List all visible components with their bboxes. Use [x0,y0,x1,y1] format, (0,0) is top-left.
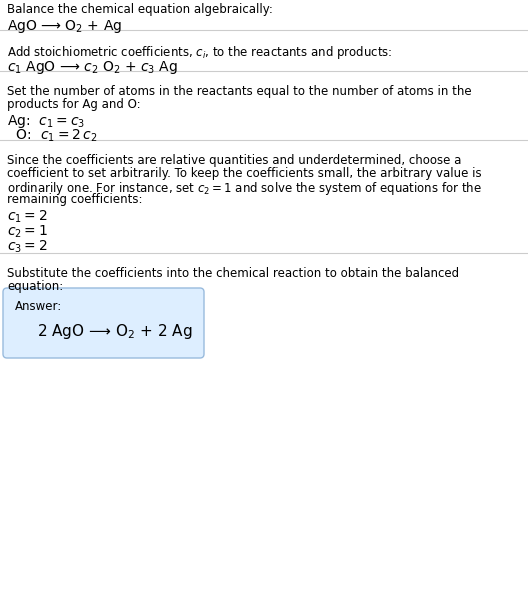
Text: Set the number of atoms in the reactants equal to the number of atoms in the: Set the number of atoms in the reactants… [7,85,472,98]
Text: $c_2 = 1$: $c_2 = 1$ [7,224,48,240]
Text: equation:: equation: [7,280,63,293]
Text: Add stoichiometric coefficients, $c_i$, to the reactants and products:: Add stoichiometric coefficients, $c_i$, … [7,44,392,61]
Text: ordinarily one. For instance, set $c_2 = 1$ and solve the system of equations fo: ordinarily one. For instance, set $c_2 =… [7,180,482,197]
Text: remaining coefficients:: remaining coefficients: [7,193,143,206]
Text: Balance the chemical equation algebraically:: Balance the chemical equation algebraica… [7,3,273,16]
Text: Substitute the coefficients into the chemical reaction to obtain the balanced: Substitute the coefficients into the che… [7,267,459,280]
Text: Ag:  $c_1 = c_3$: Ag: $c_1 = c_3$ [7,113,85,130]
Text: $c_1$ AgO ⟶ $c_2$ O$_2$ + $c_3$ Ag: $c_1$ AgO ⟶ $c_2$ O$_2$ + $c_3$ Ag [7,59,178,76]
Text: $c_3 = 2$: $c_3 = 2$ [7,239,48,255]
FancyBboxPatch shape [3,288,204,358]
Text: coefficient to set arbitrarily. To keep the coefficients small, the arbitrary va: coefficient to set arbitrarily. To keep … [7,167,482,180]
Text: products for Ag and O:: products for Ag and O: [7,98,140,111]
Text: AgO ⟶ O$_2$ + Ag: AgO ⟶ O$_2$ + Ag [7,18,122,35]
Text: Since the coefficients are relative quantities and underdetermined, choose a: Since the coefficients are relative quan… [7,154,461,167]
Text: $c_1 = 2$: $c_1 = 2$ [7,209,48,225]
Text: Answer:: Answer: [15,300,62,313]
Text: 2 AgO ⟶ O$_2$ + 2 Ag: 2 AgO ⟶ O$_2$ + 2 Ag [37,322,193,341]
Text: O:  $c_1 = 2\,c_2$: O: $c_1 = 2\,c_2$ [7,128,97,145]
